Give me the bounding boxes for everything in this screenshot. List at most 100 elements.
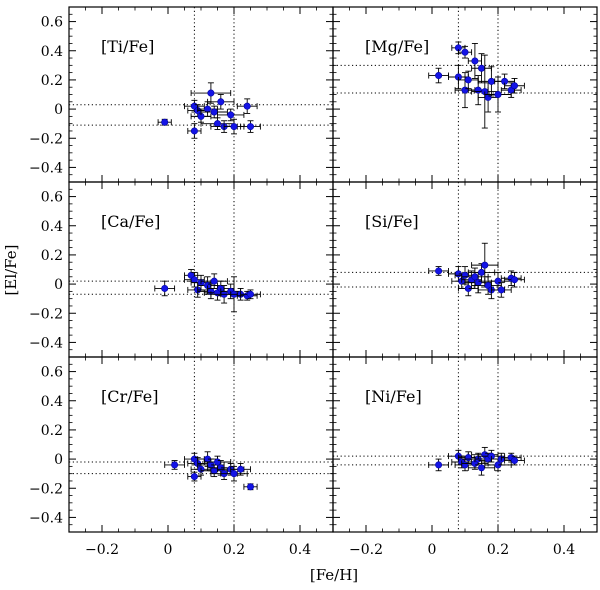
panel-cr-fe: −0.4 −0.2 0 0.2 0.4 0.6 −0.2 0 0.2 0.4 [Cr/Fe] [29,356,334,558]
data-marker [477,64,485,72]
data-point [164,460,185,470]
data-marker [435,267,443,275]
data-marker [161,118,169,126]
data-point [207,94,235,110]
panel-label: [Mg/Fe] [365,37,429,56]
panel-frame [332,356,598,533]
x-tick-label: 0.4 [289,542,311,558]
y-tick-label: −0.4 [29,335,63,351]
data-point [504,78,525,94]
data-point [154,280,176,297]
data-point [454,72,476,109]
y-tick-label: −0.4 [29,510,63,526]
data-point [467,263,496,282]
data-point [457,45,473,59]
data-marker [487,77,495,85]
data-marker [247,483,255,491]
data-marker [210,277,218,285]
data-point [220,465,248,482]
y-tick-label: 0.6 [41,15,63,31]
data-point [187,471,202,482]
data-marker [471,57,479,65]
data-marker [510,82,518,90]
panel-si-fe: [Si/Fe] [332,181,598,358]
data-marker [474,86,482,94]
data-marker [461,48,469,56]
data-marker [461,271,469,279]
data-marker [190,127,198,135]
data-point [490,282,512,298]
panel-label: [Si/Fe] [365,212,419,231]
data-marker [461,86,469,94]
data-marker [474,279,482,287]
data-marker [471,273,479,281]
panel-ca-fe: −0.4 −0.2 0 0.2 0.4 0.6 [Ca/Fe] [29,181,334,358]
data-point [243,483,258,491]
panel-ti-fe: −0.4 −0.2 0 0.2 0.4 0.6 [Ti/Fe] [29,6,334,183]
data-marker [461,461,469,469]
y-tick-label: 0 [54,277,63,293]
data-marker [190,276,198,284]
data-point [428,458,449,472]
data-marker [230,470,238,478]
y-tick-label: 0.2 [41,73,63,89]
data-point [223,118,245,135]
y-tick-label: 0 [54,102,63,118]
data-point [500,82,522,98]
data-marker [217,98,225,106]
panel-label: [Ti/Fe] [101,37,154,56]
y-tick-label: −0.4 [29,160,63,176]
panel-mg-fe: [Mg/Fe] [332,6,598,183]
data-marker [484,93,492,101]
y-tick-label: −0.2 [29,481,63,497]
panel-frame [68,6,334,183]
data-marker [190,473,198,481]
data-marker [494,277,502,285]
panel-label: [Ni/Fe] [365,387,422,406]
y-axis-title: [El/Fe] [2,245,20,296]
data-marker [497,286,505,294]
data-marker [210,108,218,116]
data-marker [214,120,222,128]
data-marker [210,467,218,475]
y-tick-label: −0.2 [29,131,63,147]
data-marker [230,123,238,131]
data-marker [494,91,502,99]
y-tick-label: 0.6 [41,365,63,381]
panel-ni-fe: −0.2 0 0.2 0.4 [Ni/Fe] [332,356,598,558]
panel-frame [68,181,334,358]
data-point [240,120,261,133]
y-tick-label: 0.4 [41,394,63,410]
x-tick-label: −0.2 [85,542,119,558]
data-point [504,271,525,288]
y-tick-label: 0.4 [41,44,63,60]
x-tick-label: 0.4 [553,542,575,558]
data-point [200,105,228,119]
x-tick-label: −0.2 [349,542,383,558]
data-marker [477,268,485,276]
data-marker [237,465,245,473]
data-point [230,463,251,476]
data-point [484,76,512,113]
y-tick-label: 0.2 [41,423,63,439]
data-marker [464,76,472,84]
data-point [428,266,449,276]
y-tick-label: 0.6 [41,190,63,206]
y-tick-label: 0 [54,452,63,468]
data-marker [464,454,472,462]
data-marker [171,461,179,469]
data-marker [435,72,443,80]
data-marker [243,102,251,110]
data-marker [510,457,518,465]
y-tick-label: 0.4 [41,219,63,235]
data-point [190,82,232,104]
data-marker [481,261,489,269]
data-marker [214,458,222,466]
panel-label: [Cr/Fe] [101,387,158,406]
data-marker [161,284,169,292]
data-point [477,82,499,113]
data-marker [477,464,485,472]
data-point [504,455,525,466]
